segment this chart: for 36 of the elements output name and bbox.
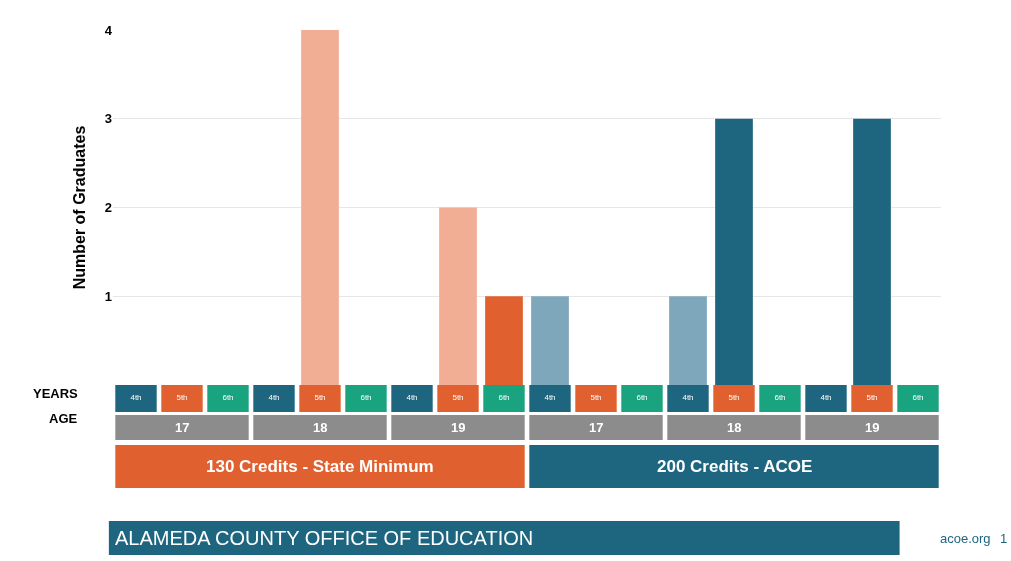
text: AGE <box>49 411 78 426</box>
text: 130 Credits - State Minimum <box>206 457 434 476</box>
x-tick-label: 6th <box>360 393 372 402</box>
x-tick-label: 6th <box>912 393 924 402</box>
x-tick-label: 6th <box>498 393 510 402</box>
x-tick-label: 4th <box>820 393 832 402</box>
x-tick-label: 5th <box>452 393 464 402</box>
x-tick-label: 5th <box>728 393 740 402</box>
x-tick-label: 6th <box>636 393 648 402</box>
text: 19 <box>451 420 466 435</box>
text: 17 <box>589 420 604 435</box>
text: YEARS <box>33 386 79 401</box>
x-tick-label: 6th <box>774 393 786 402</box>
y-axis-title: Number of Graduates <box>70 125 88 290</box>
text: 19 <box>865 420 880 435</box>
y-tick-label: 4 <box>104 22 113 38</box>
x-tick-label: 5th <box>314 393 326 402</box>
text: 200 Credits - ACOE <box>657 457 813 476</box>
y-tick-label: 1 <box>104 288 112 304</box>
x-tick-label: 4th <box>682 393 694 402</box>
x-tick-label: 5th <box>590 393 602 402</box>
x-tick-label: 5th <box>866 393 878 402</box>
x-tick-label: 6th <box>222 393 234 402</box>
text: 18 <box>727 420 742 435</box>
y-tick-label: 3 <box>104 111 112 127</box>
x-tick-label: 4th <box>406 393 418 402</box>
text: acoe.org <box>940 531 991 546</box>
text: ALAMEDA COUNTY OFFICE OF EDUCATION <box>115 527 534 549</box>
x-tick-label: 4th <box>130 393 142 402</box>
text: 1 <box>1000 531 1008 546</box>
x-tick-label: 5th <box>176 393 188 402</box>
x-tick-label: 4th <box>268 393 280 402</box>
text: 18 <box>313 420 328 435</box>
y-tick-label: 2 <box>104 200 112 216</box>
x-tick-label: 4th <box>544 393 556 402</box>
text: 17 <box>175 420 190 435</box>
